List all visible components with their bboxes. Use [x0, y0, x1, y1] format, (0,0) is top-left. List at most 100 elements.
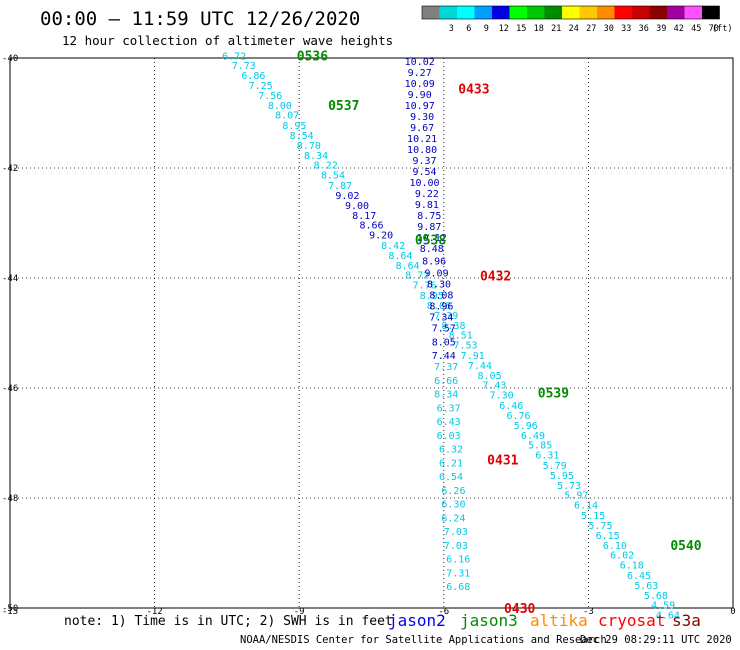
- color-scale-label: 42: [674, 24, 684, 34]
- wave-height-point: 9.37: [412, 156, 436, 167]
- x-tick-label: -3: [583, 607, 594, 617]
- wave-height-point: 8.30: [427, 280, 451, 291]
- wave-height-point: 9.02: [335, 191, 359, 202]
- data-points: 6.727.736.867.257.568.008.078.958.548.70…: [222, 51, 680, 621]
- wave-height-point: 10.02: [405, 57, 435, 68]
- wave-height-point: 10.97: [405, 101, 435, 112]
- wave-height-point: 8.07: [275, 111, 299, 122]
- wave-height-point: 9.27: [408, 68, 432, 79]
- wave-height-point: 7.03: [444, 541, 468, 552]
- wave-height-point: 5.68: [644, 591, 668, 602]
- wave-height-point: 5.85: [528, 441, 552, 452]
- wave-height-point: 10.80: [407, 145, 437, 156]
- wave-height-point: 7.76: [412, 281, 436, 292]
- color-scale-unit: (ft): [712, 24, 732, 34]
- wave-height-point: 6.18: [620, 561, 644, 572]
- y-tick-label: -44: [2, 274, 18, 284]
- wave-height-point: 6.15: [596, 531, 620, 542]
- color-scale-swatch: [579, 6, 597, 19]
- satellite-legend-s3a: s3a: [672, 611, 701, 630]
- color-scale-label: 3: [449, 24, 454, 34]
- y-tick-label: -48: [2, 494, 18, 504]
- wave-height-point: 7.34: [429, 313, 453, 324]
- wave-height-point: 6.45: [627, 571, 651, 582]
- color-scale-swatch: [439, 6, 457, 19]
- wave-height-point: 6.32: [439, 445, 463, 456]
- x-tick-label: -6: [438, 607, 449, 617]
- wave-height-point: 7.73: [232, 61, 256, 72]
- wave-height-point: 6.46: [499, 401, 523, 412]
- wave-height-point: 9.30: [410, 112, 434, 123]
- wave-height-point: 9.22: [415, 189, 439, 200]
- wave-height-point: 9.87: [417, 222, 441, 233]
- wave-height-point: 6.68: [446, 582, 470, 593]
- pass-time-label: 0539: [538, 386, 569, 401]
- pass-time-label: 0538: [415, 234, 446, 249]
- footer-timestamp: Dec 29 08:29:11 UTC 2020: [580, 634, 732, 646]
- wave-height-point: 6.86: [241, 71, 265, 82]
- wave-height-point: 9.20: [369, 231, 393, 242]
- color-scale-swatch: [527, 6, 545, 19]
- wave-height-point: 4.64: [656, 611, 680, 622]
- wave-height-point: 5.15: [581, 511, 605, 522]
- wave-height-point: 9.00: [345, 201, 369, 212]
- pass-time-label: 0432: [480, 269, 511, 284]
- wave-height-point: 8.34: [434, 390, 458, 401]
- wave-height-point: 9.09: [425, 269, 449, 280]
- wave-height-point: 5.95: [550, 471, 574, 482]
- x-tick-label: -15: [2, 607, 18, 617]
- pass-time-label: 0431: [487, 454, 518, 469]
- wave-height-point: 8.75: [417, 211, 441, 222]
- pass-time-label: 0540: [670, 539, 701, 554]
- wave-height-point: 8.95: [282, 121, 306, 132]
- wave-height-point: 6.21: [439, 458, 463, 469]
- color-scale-swatch: [422, 6, 440, 19]
- wave-height-point: 7.25: [249, 81, 273, 92]
- wave-height-point: 8.96: [429, 302, 453, 313]
- y-tick-label: -50: [2, 604, 18, 614]
- color-scale-swatch: [614, 6, 632, 19]
- color-scale-swatch: [474, 6, 492, 19]
- wave-height-point: 8.64: [388, 251, 412, 262]
- color-scale-label: 18: [534, 24, 544, 34]
- wave-height-point: 7.91: [461, 351, 485, 362]
- wave-height-point: 6.76: [506, 411, 530, 422]
- wave-height-point: 9.81: [415, 200, 439, 211]
- chart-title: 00:00 – 11:59 UTC 12/26/2020: [40, 8, 360, 30]
- wave-height-point: 7.30: [490, 391, 514, 402]
- wave-height-point: 10.12: [417, 233, 447, 244]
- color-scale-label: 15: [516, 24, 526, 34]
- chart-subtitle: 12 hour collection of altimeter wave hei…: [62, 33, 393, 48]
- wave-height-point: 6.54: [439, 472, 463, 483]
- wave-height-point: 8.22: [314, 161, 338, 172]
- wave-height-point: 8.00: [268, 101, 292, 112]
- color-scale-swatch: [597, 6, 615, 19]
- satellite-legend-cryosat: cryosat: [598, 611, 665, 630]
- wave-height-point: 7.56: [258, 91, 282, 102]
- wave-height-point: 9.54: [412, 167, 436, 178]
- color-scale-swatch: [562, 6, 580, 19]
- wave-height-point: 8.70: [297, 141, 321, 152]
- wave-height-point: 6.72: [222, 51, 246, 62]
- axis-tick-labels: -15 -12 -9 -6 -3 0 -40 -42 -44 -46 -48 -50: [2, 54, 736, 617]
- wave-height-point: 8.06: [427, 301, 451, 312]
- wave-height-point: 7.44: [432, 351, 456, 362]
- wave-height-point: 6.43: [437, 417, 461, 428]
- color-scale-swatch: [667, 6, 685, 19]
- wave-height-point: 8.34: [304, 151, 328, 162]
- wave-height-point: 10.09: [405, 79, 435, 90]
- color-scale-label: 45: [691, 24, 701, 34]
- x-tick-label: -9: [294, 607, 305, 617]
- wave-height-point: 8.66: [359, 221, 383, 232]
- wave-height-point: 6.31: [535, 451, 559, 462]
- color-scale-label: 70: [709, 24, 719, 34]
- footer-credit: NOAA/NESDIS Center for Satellite Applica…: [240, 634, 607, 646]
- wave-height-point: 6.16: [446, 555, 470, 566]
- wave-height-point: 7.53: [453, 341, 477, 352]
- x-tick-label: -12: [146, 607, 162, 617]
- color-scale-label: 24: [569, 24, 579, 34]
- color-scale-swatch: [632, 6, 650, 19]
- wave-height-point: 5.73: [557, 481, 581, 492]
- y-tick-label: -46: [2, 384, 18, 394]
